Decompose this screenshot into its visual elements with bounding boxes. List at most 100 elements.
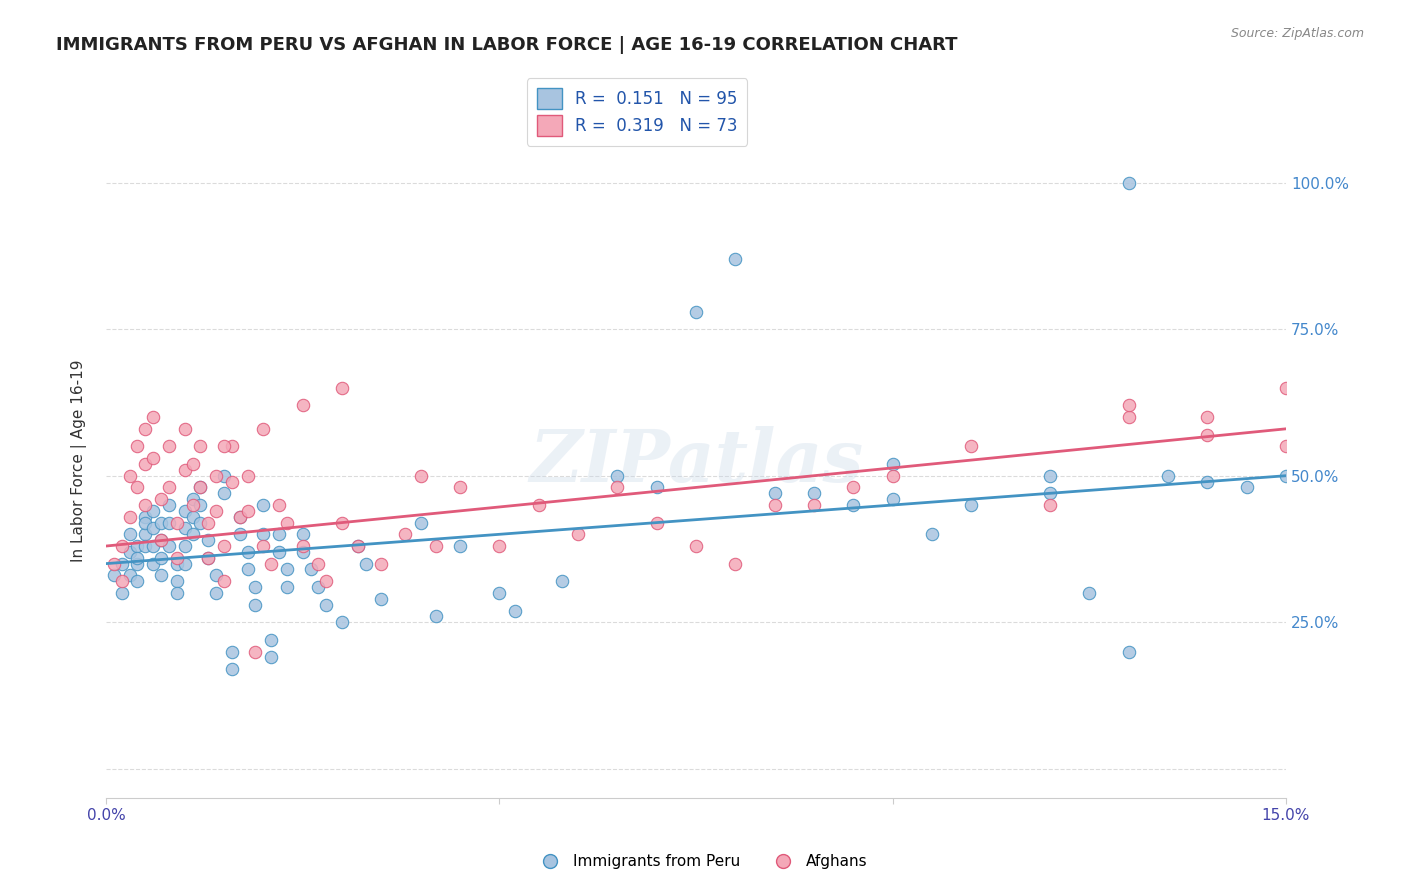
- Point: [1157, 468, 1180, 483]
- Point: [118, 568, 141, 582]
- Point: [1039, 468, 1062, 483]
- Point: [118, 545, 141, 559]
- Point: [425, 609, 447, 624]
- Point: [370, 557, 392, 571]
- Point: [166, 557, 188, 571]
- Point: [409, 516, 432, 530]
- Point: [205, 586, 228, 600]
- Point: [606, 468, 628, 483]
- Point: [236, 468, 259, 483]
- Point: [150, 533, 173, 548]
- Point: [212, 468, 235, 483]
- Point: [173, 504, 195, 518]
- Point: [228, 527, 250, 541]
- Point: [315, 574, 337, 589]
- Point: [134, 539, 156, 553]
- Point: [276, 562, 298, 576]
- Point: [606, 480, 628, 494]
- Point: [181, 457, 204, 471]
- Point: [315, 598, 337, 612]
- Point: [252, 539, 274, 553]
- Point: [236, 504, 259, 518]
- Point: [1197, 427, 1219, 442]
- Point: [409, 468, 432, 483]
- Point: [724, 557, 747, 571]
- Point: [118, 509, 141, 524]
- Point: [142, 410, 165, 425]
- Legend: Immigrants from Peru, Afghans: Immigrants from Peru, Afghans: [531, 848, 875, 875]
- Point: [527, 498, 550, 512]
- Point: [173, 463, 195, 477]
- Point: [190, 516, 212, 530]
- Point: [567, 527, 589, 541]
- Point: [142, 521, 165, 535]
- Point: [276, 580, 298, 594]
- Point: [134, 498, 156, 512]
- Point: [449, 539, 471, 553]
- Point: [205, 468, 228, 483]
- Point: [307, 580, 329, 594]
- Point: [291, 527, 314, 541]
- Point: [166, 516, 188, 530]
- Point: [166, 574, 188, 589]
- Point: [157, 539, 180, 553]
- Text: ZIPatlas: ZIPatlas: [529, 425, 863, 497]
- Point: [488, 586, 510, 600]
- Point: [111, 557, 134, 571]
- Point: [221, 662, 243, 676]
- Point: [1118, 644, 1140, 658]
- Point: [197, 516, 219, 530]
- Point: [1197, 475, 1219, 489]
- Point: [142, 539, 165, 553]
- Point: [205, 568, 228, 582]
- Point: [882, 468, 904, 483]
- Point: [197, 550, 219, 565]
- Point: [882, 492, 904, 507]
- Point: [212, 439, 235, 453]
- Point: [245, 598, 267, 612]
- Point: [166, 586, 188, 600]
- Point: [118, 468, 141, 483]
- Point: [221, 644, 243, 658]
- Point: [181, 527, 204, 541]
- Point: [212, 539, 235, 553]
- Point: [842, 498, 865, 512]
- Point: [150, 533, 173, 548]
- Point: [449, 480, 471, 494]
- Point: [212, 574, 235, 589]
- Point: [127, 480, 149, 494]
- Point: [291, 539, 314, 553]
- Point: [842, 480, 865, 494]
- Point: [134, 457, 156, 471]
- Point: [197, 550, 219, 565]
- Point: [157, 439, 180, 453]
- Point: [127, 550, 149, 565]
- Point: [221, 475, 243, 489]
- Point: [134, 509, 156, 524]
- Text: IMMIGRANTS FROM PERU VS AFGHAN IN LABOR FORCE | AGE 16-19 CORRELATION CHART: IMMIGRANTS FROM PERU VS AFGHAN IN LABOR …: [56, 36, 957, 54]
- Point: [252, 422, 274, 436]
- Point: [1039, 486, 1062, 500]
- Point: [157, 516, 180, 530]
- Point: [645, 516, 668, 530]
- Point: [127, 574, 149, 589]
- Point: [150, 550, 173, 565]
- Point: [267, 545, 290, 559]
- Point: [803, 498, 825, 512]
- Point: [197, 533, 219, 548]
- Point: [1197, 410, 1219, 425]
- Point: [551, 574, 574, 589]
- Legend: R =  0.151   N = 95, R =  0.319   N = 73: R = 0.151 N = 95, R = 0.319 N = 73: [527, 78, 748, 145]
- Point: [173, 521, 195, 535]
- Point: [134, 516, 156, 530]
- Point: [157, 480, 180, 494]
- Point: [245, 644, 267, 658]
- Point: [173, 539, 195, 553]
- Point: [142, 557, 165, 571]
- Point: [1275, 439, 1298, 453]
- Point: [299, 562, 322, 576]
- Point: [127, 557, 149, 571]
- Point: [330, 381, 353, 395]
- Point: [142, 504, 165, 518]
- Point: [488, 539, 510, 553]
